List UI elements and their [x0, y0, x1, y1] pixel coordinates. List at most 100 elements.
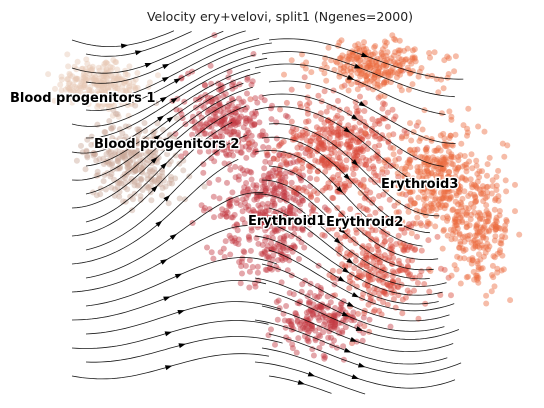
cell-point: [436, 201, 442, 207]
cell-point: [323, 78, 329, 84]
cell-point: [200, 170, 206, 176]
cell-point: [307, 175, 313, 181]
cell-point: [398, 243, 404, 249]
cell-point: [275, 317, 281, 323]
cell-point: [285, 318, 291, 324]
cell-point: [206, 180, 212, 186]
cell-point: [302, 74, 308, 80]
streamline-arrow: [162, 77, 169, 82]
cell-point: [369, 77, 375, 83]
cell-point: [337, 150, 343, 156]
cell-point: [361, 177, 367, 183]
cell-point: [460, 246, 466, 252]
cell-point: [73, 75, 79, 81]
cell-point: [335, 98, 341, 104]
cell-point: [354, 149, 360, 155]
cell-point: [428, 208, 434, 214]
cell-point: [432, 148, 438, 154]
cell-point: [308, 193, 314, 199]
streamline-arrow: [347, 302, 354, 307]
cell-point: [392, 157, 398, 163]
cell-point: [331, 323, 337, 329]
cell-point: [492, 233, 498, 239]
cell-point: [376, 142, 382, 148]
cell-point: [416, 138, 422, 144]
cell-point: [343, 150, 349, 156]
cell-point: [403, 295, 409, 301]
cell-point: [227, 252, 233, 258]
cell-point: [269, 103, 275, 109]
cell-point: [441, 85, 447, 91]
cell-point: [403, 133, 409, 139]
streamline-arrow: [344, 348, 351, 353]
cell-point: [361, 183, 367, 189]
cell-point: [465, 106, 471, 112]
cell-point: [45, 71, 51, 77]
cell-point: [308, 281, 314, 287]
cell-point: [300, 187, 306, 193]
cluster-label-erythroid3: Erythroid3: [381, 177, 458, 192]
cell-point: [276, 191, 282, 197]
cell-point: [296, 256, 302, 262]
cell-point: [407, 164, 413, 170]
cell-point: [301, 245, 307, 251]
cell-point: [300, 129, 306, 135]
cell-point: [503, 188, 509, 194]
cell-point: [446, 55, 452, 61]
cell-point: [295, 335, 301, 341]
cell-point: [338, 141, 344, 147]
cell-point: [324, 161, 330, 167]
cell-point: [395, 170, 401, 176]
cell-point: [469, 151, 475, 157]
cell-point: [223, 129, 229, 135]
cell-point: [432, 49, 438, 55]
cell-point: [457, 232, 463, 238]
cell-point: [239, 255, 245, 261]
cell-point: [91, 153, 97, 159]
cell-point: [253, 284, 259, 290]
cell-point: [368, 177, 374, 183]
cell-point: [391, 284, 397, 290]
cell-point: [259, 178, 265, 184]
cell-point: [503, 177, 509, 183]
cell-point: [446, 169, 452, 175]
cell-point: [512, 208, 518, 214]
cell-point: [480, 232, 486, 238]
cell-point: [370, 163, 376, 169]
cell-point: [275, 156, 281, 162]
cell-point: [475, 124, 481, 130]
cell-point: [357, 94, 363, 100]
cell-point: [263, 267, 269, 273]
cluster-label-erythroid1: Erythroid1: [248, 214, 325, 229]
cell-point: [379, 166, 385, 172]
cell-point: [287, 290, 293, 296]
cell-point: [108, 185, 114, 191]
cell-point: [149, 168, 155, 174]
cell-point: [471, 192, 477, 198]
cell-point: [490, 263, 496, 269]
cell-point: [227, 167, 233, 173]
cell-point: [169, 181, 175, 187]
cell-point: [405, 258, 411, 264]
cell-point: [274, 136, 280, 142]
cell-point: [386, 132, 392, 138]
streamline-arrow: [170, 234, 177, 240]
streamline-arrow: [352, 374, 359, 379]
cell-point: [483, 195, 489, 201]
cell-point: [454, 212, 460, 218]
cell-point: [496, 198, 502, 204]
cell-point: [231, 129, 237, 135]
cell-point: [306, 301, 312, 307]
cell-point: [374, 63, 380, 69]
cell-point: [259, 251, 265, 257]
cell-point: [281, 157, 287, 163]
cell-point: [442, 135, 448, 141]
cell-point: [296, 169, 302, 175]
streamline: [262, 348, 455, 388]
cell-point: [244, 77, 250, 83]
cell-point: [458, 201, 464, 207]
cell-point: [65, 63, 71, 69]
cell-point: [303, 66, 309, 72]
cell-point: [382, 70, 388, 76]
cell-point: [388, 324, 394, 330]
